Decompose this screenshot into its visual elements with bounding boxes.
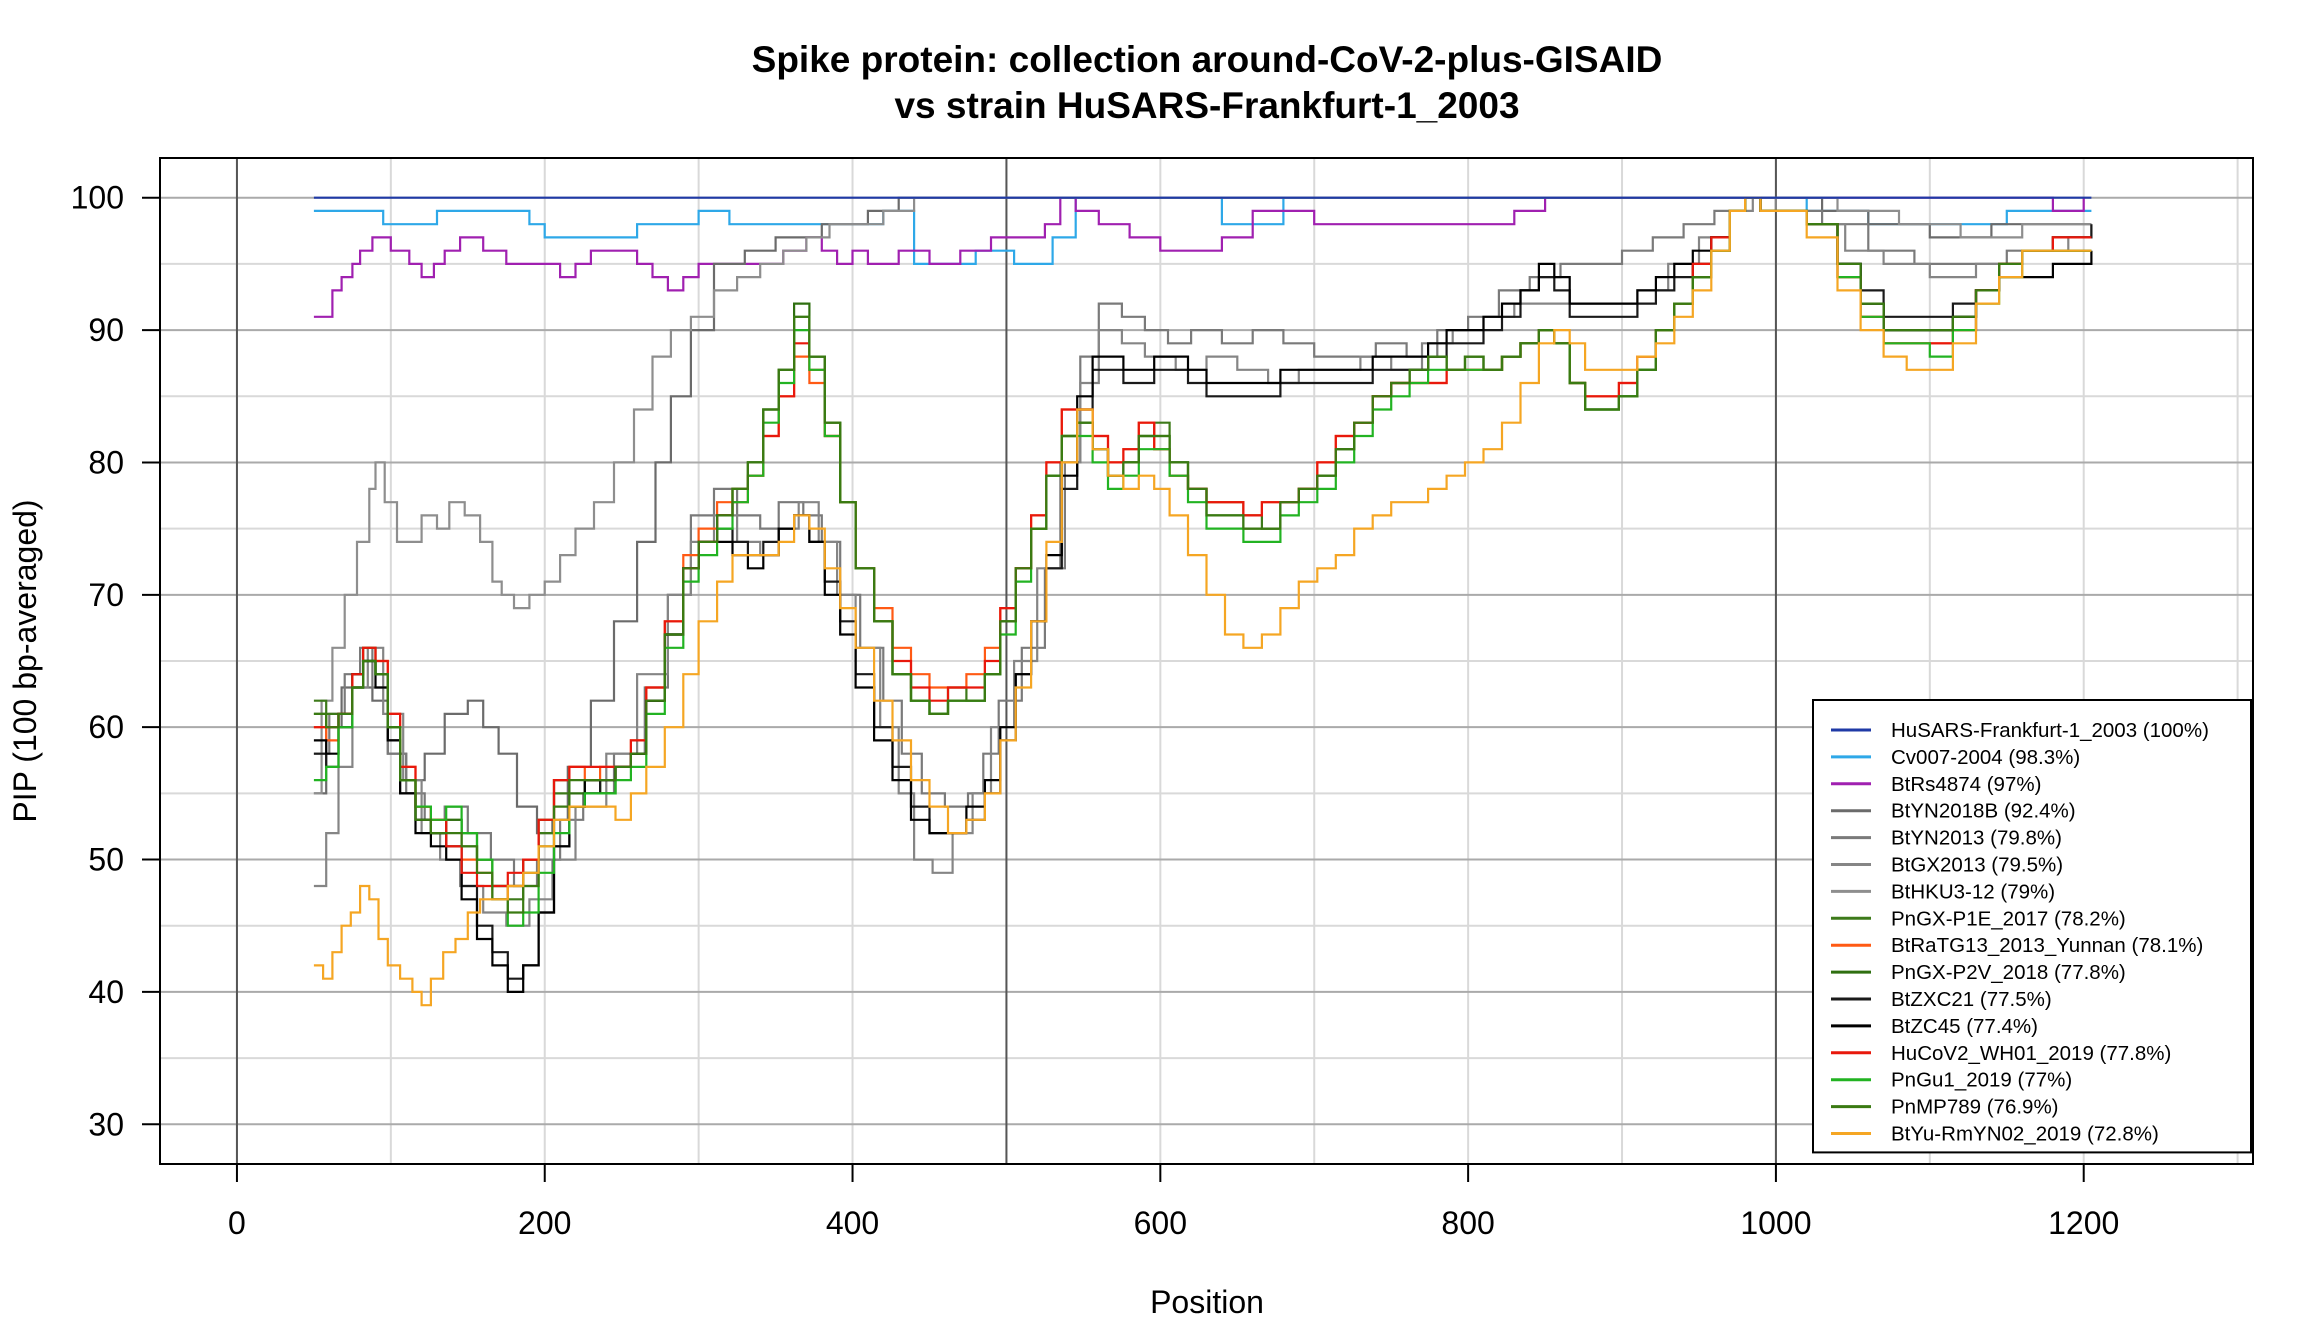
y-tick-label: 100 xyxy=(71,180,124,216)
y-tick-label: 70 xyxy=(88,577,124,613)
legend-label: PnGX-P2V_2018 (77.8%) xyxy=(1891,961,2126,984)
y-tick-label: 60 xyxy=(88,709,124,745)
legend-label: Cv007-2004 (98.3%) xyxy=(1891,746,2080,769)
x-tick-label: 600 xyxy=(1134,1205,1187,1241)
legend-label: HuSARS-Frankfurt-1_2003 (100%) xyxy=(1891,719,2209,742)
legend-label: BtZXC21 (77.5%) xyxy=(1891,988,2052,1011)
chart-title-line-1: Spike protein: collection around-CoV-2-p… xyxy=(752,39,1663,80)
legend-label: BtGX2013 (79.5%) xyxy=(1891,854,2063,877)
y-axis-label: PIP (100 bp-averaged) xyxy=(7,499,43,822)
reference-lines xyxy=(235,158,1777,1164)
legend-label: PnGX-P1E_2017 (78.2%) xyxy=(1891,907,2126,930)
series-lines xyxy=(313,196,2093,1007)
y-tick-label: 90 xyxy=(88,312,124,348)
legend-label: PnGu1_2019 (77%) xyxy=(1891,1069,2072,1092)
legend-label: BtYN2018B (92.4%) xyxy=(1891,800,2076,823)
legend-label: BtYu-RmYN02_2019 (72.8%) xyxy=(1891,1123,2159,1146)
x-axis: 0 200 400 600 800 1000 1200 xyxy=(228,1163,2119,1241)
series-line-15 xyxy=(313,196,2092,1007)
y-tick-label: 30 xyxy=(88,1106,124,1142)
legend-box xyxy=(1812,699,2252,1154)
x-tick-label: 1000 xyxy=(1740,1205,1811,1241)
x-tick-label: 1200 xyxy=(2048,1205,2119,1241)
y-tick-label: 40 xyxy=(88,974,124,1010)
x-axis-label: Position xyxy=(1150,1284,1264,1320)
x-tick-label: 0 xyxy=(228,1205,246,1241)
x-tick-label: 800 xyxy=(1441,1205,1494,1241)
x-tick-label: 400 xyxy=(826,1205,879,1241)
chart-title-line-2: vs strain HuSARS-Frankfurt-1_2003 xyxy=(894,85,1519,126)
y-tick-label: 50 xyxy=(88,842,124,878)
y-tick-label: 80 xyxy=(88,444,124,480)
legend-label: BtRs4874 (97%) xyxy=(1891,773,2041,796)
legend-label: BtRaTG13_2013_Yunnan (78.1%) xyxy=(1891,934,2203,957)
legend-label: HuCoV2_WH01_2019 (77.8%) xyxy=(1891,1042,2171,1065)
legend-label: BtZC45 (77.4%) xyxy=(1891,1015,2038,1038)
legend-label: BtHKU3-12 (79%) xyxy=(1891,880,2055,903)
legend: HuSARS-Frankfurt-1_2003 (100%) Cv007-2004… xyxy=(1812,699,2252,1154)
legend-label: PnMP789 (76.9%) xyxy=(1891,1096,2059,1119)
legend-label: BtYN2013 (79.8%) xyxy=(1891,827,2062,850)
x-tick-label: 200 xyxy=(518,1205,571,1241)
y-axis: 30 40 50 60 70 80 90 100 xyxy=(71,180,160,1142)
